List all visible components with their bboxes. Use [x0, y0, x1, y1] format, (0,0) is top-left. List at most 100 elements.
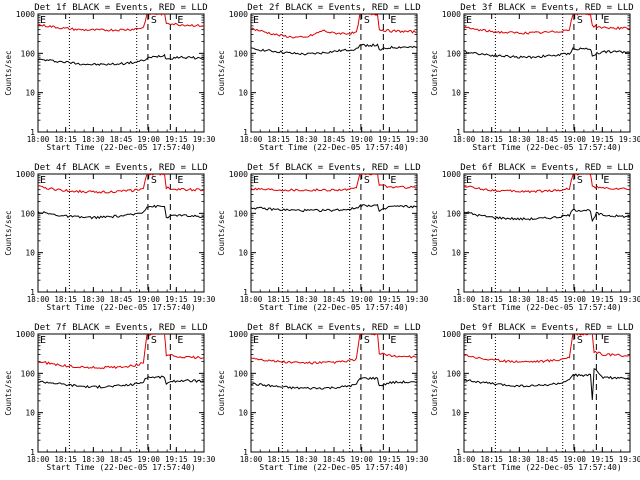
plot-frame: [37, 333, 205, 453]
x-tick-label: 18:30: [82, 135, 105, 144]
marker-label: S: [151, 175, 157, 186]
y-tick-label: 1000: [16, 170, 35, 179]
panel-title: Det 8f BLACK = Events, RED = LLD: [247, 323, 420, 333]
detector-panel: Det 6f BLACK = Events, RED = LLD 1 10 100 10…: [430, 163, 640, 312]
x-tick-label: 18:30: [508, 455, 531, 464]
x-axis-label: Start Time (22-Dec-05 17:57:40): [46, 303, 195, 312]
y-tick-label: 10: [451, 409, 461, 418]
panel-title: Det 6f BLACK = Events, RED = LLD: [460, 163, 633, 173]
y-tick-label: 1: [30, 448, 35, 457]
y-tick-label: 10: [451, 89, 461, 98]
marker-label: S: [577, 175, 583, 186]
x-tick-label: 18:45: [536, 295, 559, 304]
x-tick-label: 18:00: [27, 135, 50, 144]
x-tick-label: 18:45: [110, 295, 133, 304]
y-tick-label: 1000: [229, 170, 248, 179]
x-tick-label: 18:00: [453, 455, 476, 464]
y-tick-label: 10: [238, 249, 248, 258]
x-tick-label: 18:30: [508, 135, 531, 144]
marker-label: E: [40, 15, 46, 26]
panel-title: Det 5f BLACK = Events, RED = LLD: [247, 163, 420, 173]
x-tick-label: 19:15: [378, 135, 401, 144]
y-tick-label: 1: [243, 128, 248, 137]
x-tick-label: 18:30: [295, 135, 318, 144]
x-tick-label: 18:00: [240, 295, 263, 304]
y-tick-label: 1: [243, 448, 248, 457]
x-tick-label: 19:00: [563, 135, 586, 144]
events-series-line: [38, 53, 204, 66]
x-tick-label: 19:15: [165, 295, 188, 304]
marker-label: E: [253, 15, 259, 26]
x-axis-label: Start Time (22-Dec-05 17:57:40): [259, 463, 408, 472]
panel-title: Det 4f BLACK = Events, RED = LLD: [34, 163, 207, 173]
marker-label: S: [364, 175, 370, 186]
events-series-line: [38, 204, 204, 220]
detector-panel: Det 5f BLACK = Events, RED = LLD 1 10 100 10…: [217, 163, 429, 312]
x-tick-label: 19:15: [378, 455, 401, 464]
y-tick-label: 1000: [16, 330, 35, 339]
events-series-line: [251, 204, 417, 213]
x-axis-label: Start Time (22-Dec-05 17:57:40): [46, 143, 195, 152]
y-tick-label: 100: [21, 209, 36, 218]
marker-label: S: [364, 335, 370, 346]
y-tick-label: 100: [447, 49, 462, 58]
y-tick-label: 10: [238, 409, 248, 418]
lld-series-line: [251, 174, 417, 192]
x-axis-label: Start Time (22-Dec-05 17:57:40): [46, 463, 195, 472]
x-tick-label: 18:30: [82, 455, 105, 464]
y-axis-label: Counts/sec: [4, 210, 13, 255]
y-tick-label: 100: [447, 209, 462, 218]
x-tick-label: 18:00: [240, 455, 263, 464]
panel-title: Det 3f BLACK = Events, RED = LLD: [460, 3, 633, 13]
plot-frame: [463, 333, 631, 453]
y-tick-label: 1000: [229, 330, 248, 339]
y-tick-label: 1000: [442, 170, 461, 179]
marker-label: S: [577, 15, 583, 26]
x-tick-label: 18:30: [295, 295, 318, 304]
y-tick-label: 1: [456, 288, 461, 297]
events-series-line: [464, 208, 630, 223]
y-tick-label: 100: [21, 369, 36, 378]
x-tick-label: 19:30: [406, 295, 429, 304]
events-series-line: [251, 376, 417, 390]
x-tick-label: 18:00: [27, 295, 50, 304]
y-tick-label: 10: [238, 89, 248, 98]
x-tick-label: 18:15: [480, 295, 503, 304]
detector-panel: Det 1f BLACK = Events, RED = LLD 1 10 100 10…: [4, 3, 216, 152]
x-tick-label: 18:30: [508, 295, 531, 304]
x-tick-label: 18:15: [54, 455, 77, 464]
marker-label: E: [253, 175, 259, 186]
x-tick-label: 19:30: [619, 135, 640, 144]
y-tick-label: 10: [25, 249, 35, 258]
x-tick-label: 18:45: [323, 455, 346, 464]
marker-label: S: [151, 335, 157, 346]
plot-frame: [37, 13, 205, 133]
y-tick-label: 1000: [442, 10, 461, 19]
y-axis-label: Counts/sec: [217, 50, 226, 95]
x-tick-label: 18:45: [110, 455, 133, 464]
x-tick-label: 19:30: [406, 135, 429, 144]
x-tick-label: 18:45: [323, 135, 346, 144]
lld-series-line: [38, 334, 204, 370]
y-tick-label: 1000: [16, 10, 35, 19]
events-series-line: [38, 375, 204, 389]
plot-frame: [250, 173, 418, 293]
lld-series-line: [464, 14, 630, 35]
x-tick-label: 19:30: [193, 295, 216, 304]
x-tick-label: 19:00: [350, 455, 373, 464]
y-tick-label: 1: [456, 128, 461, 137]
x-axis-label: Start Time (22-Dec-05 17:57:40): [472, 303, 621, 312]
marker-label: S: [364, 15, 370, 26]
x-tick-label: 19:15: [591, 135, 614, 144]
x-tick-label: 18:30: [295, 455, 318, 464]
x-tick-label: 19:00: [137, 455, 160, 464]
x-tick-label: 19:00: [350, 135, 373, 144]
y-axis-label: Counts/sec: [430, 50, 439, 95]
y-axis-label: Counts/sec: [4, 50, 13, 95]
x-axis-label: Start Time (22-Dec-05 17:57:40): [472, 143, 621, 152]
x-tick-label: 18:15: [267, 295, 290, 304]
detector-panel: Det 7f BLACK = Events, RED = LLD 1 10 100 10…: [4, 323, 216, 472]
panel-title: Det 7f BLACK = Events, RED = LLD: [34, 323, 207, 333]
y-axis-label: Counts/sec: [4, 370, 13, 415]
x-tick-label: 19:00: [563, 295, 586, 304]
